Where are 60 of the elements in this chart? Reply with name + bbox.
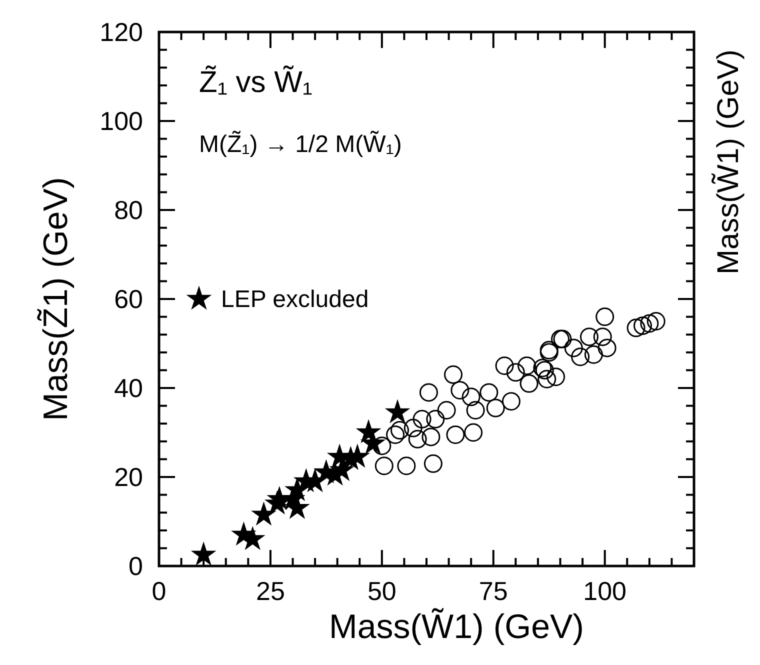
point — [408, 430, 427, 448]
point — [397, 456, 416, 476]
point — [424, 454, 442, 473]
x-tick-label: 0 — [152, 576, 166, 606]
text: Z̃₁ vs W̃₁ — [199, 65, 313, 99]
y2-axis-title: Mass(W̃1) (GeV) — [711, 50, 745, 274]
y-tick-label: 0 — [128, 551, 143, 581]
point — [426, 410, 445, 428]
point — [584, 345, 603, 364]
point — [344, 444, 370, 468]
point — [546, 368, 566, 386]
point — [450, 380, 470, 400]
point — [190, 542, 216, 566]
x-axis-title: Mass(W̃1) (GeV) — [329, 607, 584, 646]
point — [437, 401, 456, 420]
point — [633, 316, 652, 335]
point — [580, 328, 598, 346]
y-tick-label: 100 — [100, 106, 143, 136]
y-tick-label: 40 — [114, 373, 143, 403]
x-tick-label: 25 — [256, 576, 285, 606]
y-axis-title: Mass(Z̃1) (GeV) — [36, 177, 75, 421]
point — [506, 363, 525, 382]
x-tick-label: 50 — [367, 576, 396, 606]
point — [444, 365, 462, 384]
point — [598, 338, 616, 358]
point — [446, 425, 465, 444]
point — [502, 392, 520, 411]
x-tick-label: 100 — [583, 576, 627, 606]
point — [486, 398, 505, 418]
point — [564, 338, 583, 358]
point — [646, 312, 666, 330]
point — [495, 356, 514, 375]
x-tick-label: 75 — [478, 576, 508, 606]
point — [466, 401, 485, 420]
annotation: M(Z̃₁) → 1/2 M(W̃₁) — [199, 130, 402, 158]
point — [464, 423, 483, 442]
y-tick-label: 120 — [100, 17, 143, 47]
point — [640, 314, 659, 333]
point — [480, 383, 498, 402]
point — [538, 370, 556, 388]
point — [518, 356, 536, 375]
point — [374, 456, 394, 476]
point — [404, 418, 422, 438]
point — [593, 328, 612, 346]
point — [520, 374, 538, 393]
point — [384, 399, 410, 424]
legend-label: LEP excluded — [221, 286, 369, 313]
point — [390, 421, 409, 440]
point — [422, 428, 440, 446]
point — [251, 501, 276, 526]
point — [596, 308, 614, 326]
point — [412, 410, 432, 428]
y-tick-label: 20 — [114, 462, 143, 492]
point — [462, 388, 480, 406]
point — [419, 383, 438, 402]
point — [626, 318, 646, 338]
y-tick-label: 80 — [114, 195, 143, 225]
point — [386, 425, 405, 444]
point — [571, 348, 590, 366]
y-tick-label: 60 — [114, 284, 143, 314]
